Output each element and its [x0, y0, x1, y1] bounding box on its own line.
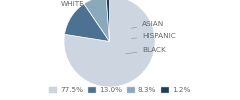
Wedge shape — [106, 0, 109, 42]
Text: ASIAN: ASIAN — [131, 21, 165, 28]
Wedge shape — [65, 4, 109, 42]
Wedge shape — [84, 0, 109, 42]
Text: WHITE: WHITE — [61, 1, 99, 8]
Wedge shape — [64, 0, 155, 87]
Text: HISPANIC: HISPANIC — [132, 33, 176, 39]
Legend: 77.5%, 13.0%, 8.3%, 1.2%: 77.5%, 13.0%, 8.3%, 1.2% — [47, 84, 193, 96]
Text: BLACK: BLACK — [126, 47, 166, 54]
